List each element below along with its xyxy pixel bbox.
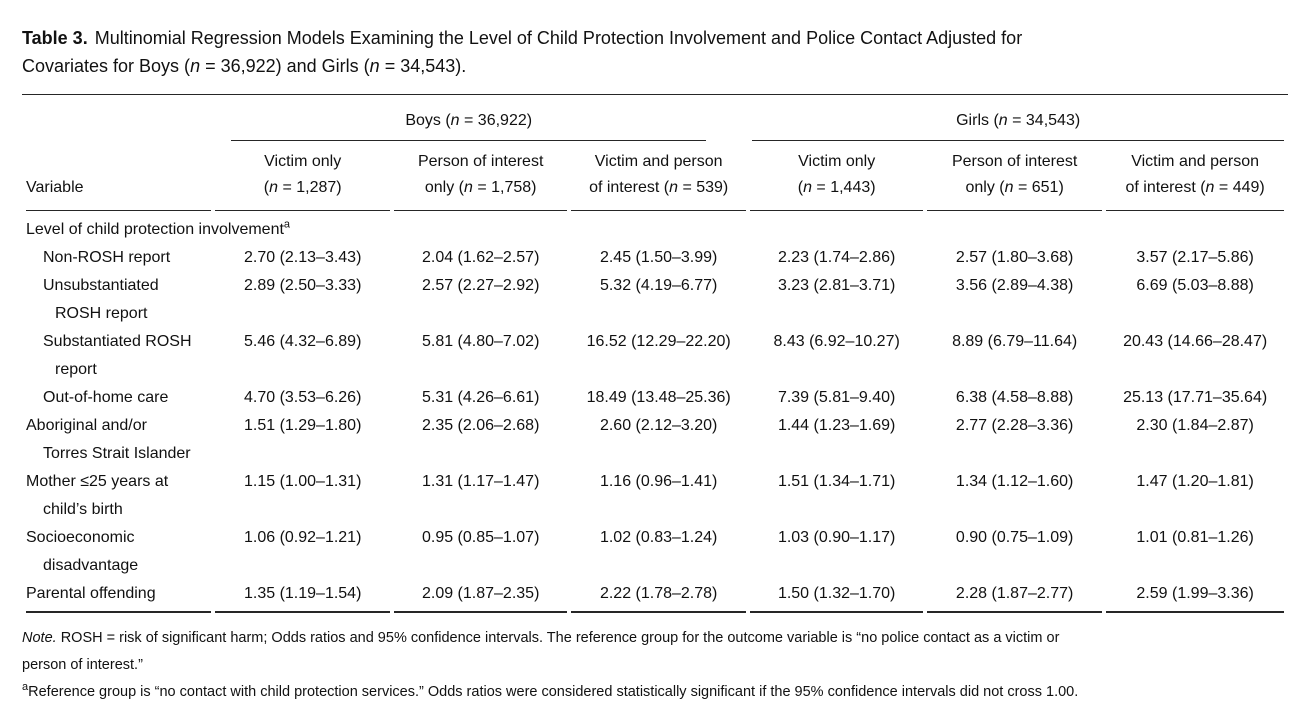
table-title-line1: Multinomial Regression Models Examining … <box>94 28 1023 48</box>
column-header-boys-poi-only: Person of interest only (n = 1,758) <box>394 141 568 211</box>
column-header-boys-victim-and-poi: Victim and person of interest (n = 539) <box>571 141 747 211</box>
table-row-substantiated-rosh: Substantiated ROSH report 5.46 (4.32–6.89… <box>26 328 1284 384</box>
or-ci-cell: 1.34 (1.12–1.60) <box>955 473 1074 490</box>
column-header-girls-victim-and-poi: Victim and person of interest (n = 449) <box>1106 141 1284 211</box>
or-ci-cell: 2.28 (1.87–2.77) <box>927 580 1103 613</box>
table-title: Table 3. Multinomial Regression Models Ex… <box>22 24 1288 80</box>
group-header-girls: Girls (n = 34,543) <box>750 95 1284 141</box>
or-ci-cell: 4.70 (3.53–6.26) <box>243 389 362 406</box>
or-ci-cell: 18.49 (13.48–25.36) <box>586 389 731 406</box>
row-label: Parental offending <box>26 580 212 613</box>
or-ci-cell: 6.69 (5.03–8.88) <box>1136 277 1254 294</box>
boys-spanner: Boys (n = 36,922) <box>231 108 707 141</box>
or-ci-cell: 8.89 (6.79–11.64) <box>952 333 1078 350</box>
footnote-marker-a: a <box>283 218 291 231</box>
or-ci-cell: 20.43 (14.66–28.47) <box>1123 333 1268 350</box>
column-header-row: Variable Victim only (n = 1,287) Person … <box>26 141 1284 211</box>
group-header-boys: Boys (n = 36,922) <box>215 95 746 141</box>
or-ci-cell: 2.70 (2.13–3.43) <box>243 249 362 266</box>
or-ci-cell: 2.23 (1.74–2.86) <box>777 249 896 266</box>
or-ci-cell: 8.43 (6.92–10.27) <box>773 333 900 350</box>
or-ci-cell: 1.02 (0.83–1.24) <box>599 529 718 546</box>
or-ci-cell: 25.13 (17.71–35.64) <box>1123 389 1268 406</box>
or-ci-cell: 2.60 (2.12–3.20) <box>599 417 718 434</box>
or-ci-cell: 2.57 (2.27–2.92) <box>421 277 540 294</box>
or-ci-cell: 5.81 (4.80–7.02) <box>421 333 540 350</box>
table-row-mother-25-years: Mother ≤25 years at child’s birth 1.15 (1… <box>26 468 1284 524</box>
or-ci-cell: 2.89 (2.50–3.33) <box>243 277 362 294</box>
or-ci-cell: 1.51 (1.29–1.80) <box>243 417 362 434</box>
or-ci-cell: 1.44 (1.23–1.69) <box>777 417 896 434</box>
row-label: Socioeconomic disadvantage <box>26 529 139 574</box>
or-ci-cell: 1.06 (0.92–1.21) <box>243 529 362 546</box>
row-label: Aboriginal and/or Torres Strait Islander <box>26 417 191 462</box>
column-header-girls-victim-only: Victim only (n = 1,443) <box>750 141 924 211</box>
or-ci-cell: 2.77 (2.28–3.36) <box>955 417 1074 434</box>
or-ci-cell: 2.22 (1.78–2.78) <box>571 580 747 613</box>
table-row-unsubstantiated-rosh: Unsubstantiated ROSH report 2.89 (2.50–3.… <box>26 272 1284 328</box>
or-ci-cell: 5.46 (4.32–6.89) <box>243 333 362 350</box>
or-ci-cell: 1.51 (1.34–1.71) <box>777 473 896 490</box>
footnote-a-marker: a <box>22 681 29 694</box>
or-ci-cell: 2.59 (1.99–3.36) <box>1106 580 1284 613</box>
or-ci-cell: 3.57 (2.17–5.86) <box>1136 249 1254 266</box>
or-ci-cell: 1.03 (0.90–1.17) <box>777 529 896 546</box>
or-ci-cell: 1.15 (1.00–1.31) <box>243 473 362 490</box>
regression-table: Boys (n = 36,922) Girls (n = 34,543) Var… <box>22 94 1288 613</box>
table-row-parental-offending: Parental offending 1.35 (1.19–1.54) 2.09… <box>26 580 1284 613</box>
table-row-socioeconomic-disadvantage: Socioeconomic disadvantage 1.06 (0.92–1.2… <box>26 524 1284 580</box>
row-label: Mother ≤25 years at child’s birth <box>26 473 169 518</box>
or-ci-cell: 16.52 (12.29–22.20) <box>586 333 731 350</box>
column-header-boys-victim-only: Victim only (n = 1,287) <box>215 141 391 211</box>
or-ci-cell: 2.09 (1.87–2.35) <box>394 580 568 613</box>
section-label: Level of child protection involvementa <box>26 218 291 238</box>
or-ci-cell: 6.38 (4.58–8.88) <box>955 389 1074 406</box>
or-ci-cell: 7.39 (5.81–9.40) <box>777 389 896 406</box>
or-ci-cell: 2.35 (2.06–2.68) <box>421 417 540 434</box>
or-ci-cell: 2.04 (1.62–2.57) <box>421 249 540 266</box>
or-ci-cell: 3.23 (2.81–3.71) <box>777 277 896 294</box>
row-label: Out-of-home care <box>43 389 169 406</box>
or-ci-cell: 2.30 (1.84–2.87) <box>1136 417 1254 434</box>
or-ci-cell: 1.35 (1.19–1.54) <box>215 580 391 613</box>
column-header-variable: Variable <box>26 141 212 211</box>
section-row: Level of child protection involvementa <box>26 211 1284 244</box>
or-ci-cell: 2.57 (1.80–3.68) <box>955 249 1074 266</box>
table-row-out-of-home-care: Out-of-home care 4.70 (3.53–6.26) 5.31 (… <box>26 384 1284 412</box>
column-header-girls-poi-only: Person of interest only (n = 651) <box>927 141 1103 211</box>
or-ci-cell: 0.95 (0.85–1.07) <box>421 529 540 546</box>
table-row-non-rosh-report: Non-ROSH report 2.70 (2.13–3.43) 2.04 (1… <box>26 244 1284 272</box>
or-ci-cell: 1.31 (1.17–1.47) <box>421 473 540 490</box>
or-ci-cell: 0.90 (0.75–1.09) <box>955 529 1074 546</box>
table-footnotes: Note. ROSH = risk of significant harm; O… <box>22 625 1288 706</box>
girls-spanner: Girls (n = 34,543) <box>752 108 1284 141</box>
or-ci-cell: 5.32 (4.19–6.77) <box>599 277 718 294</box>
row-label: Non-ROSH report <box>43 249 171 266</box>
footnote-a: aReference group is “no contact with chi… <box>22 681 1079 700</box>
note-paragraph: Note. ROSH = risk of significant harm; O… <box>22 630 1060 673</box>
table-title-line2: Covariates for Boys (n = 36,922) and Gir… <box>22 56 467 76</box>
or-ci-cell: 2.45 (1.50–3.99) <box>599 249 718 266</box>
or-ci-cell: 1.16 (0.96–1.41) <box>599 473 718 490</box>
group-header-row: Boys (n = 36,922) Girls (n = 34,543) <box>26 95 1284 141</box>
row-label: Substantiated ROSH report <box>43 333 192 378</box>
or-ci-cell: 1.47 (1.20–1.81) <box>1136 473 1254 490</box>
table-row-aboriginal-tsi: Aboriginal and/or Torres Strait Islander … <box>26 412 1284 468</box>
or-ci-cell: 3.56 (2.89–4.38) <box>955 277 1074 294</box>
table-number-label: Table 3. <box>22 28 88 48</box>
or-ci-cell: 1.50 (1.32–1.70) <box>750 580 924 613</box>
or-ci-cell: 1.01 (0.81–1.26) <box>1136 529 1254 546</box>
or-ci-cell: 5.31 (4.26–6.61) <box>421 389 540 406</box>
group-header-spacer <box>26 95 211 141</box>
note-label: Note. <box>22 630 57 646</box>
row-label: Unsubstantiated ROSH report <box>43 277 159 322</box>
